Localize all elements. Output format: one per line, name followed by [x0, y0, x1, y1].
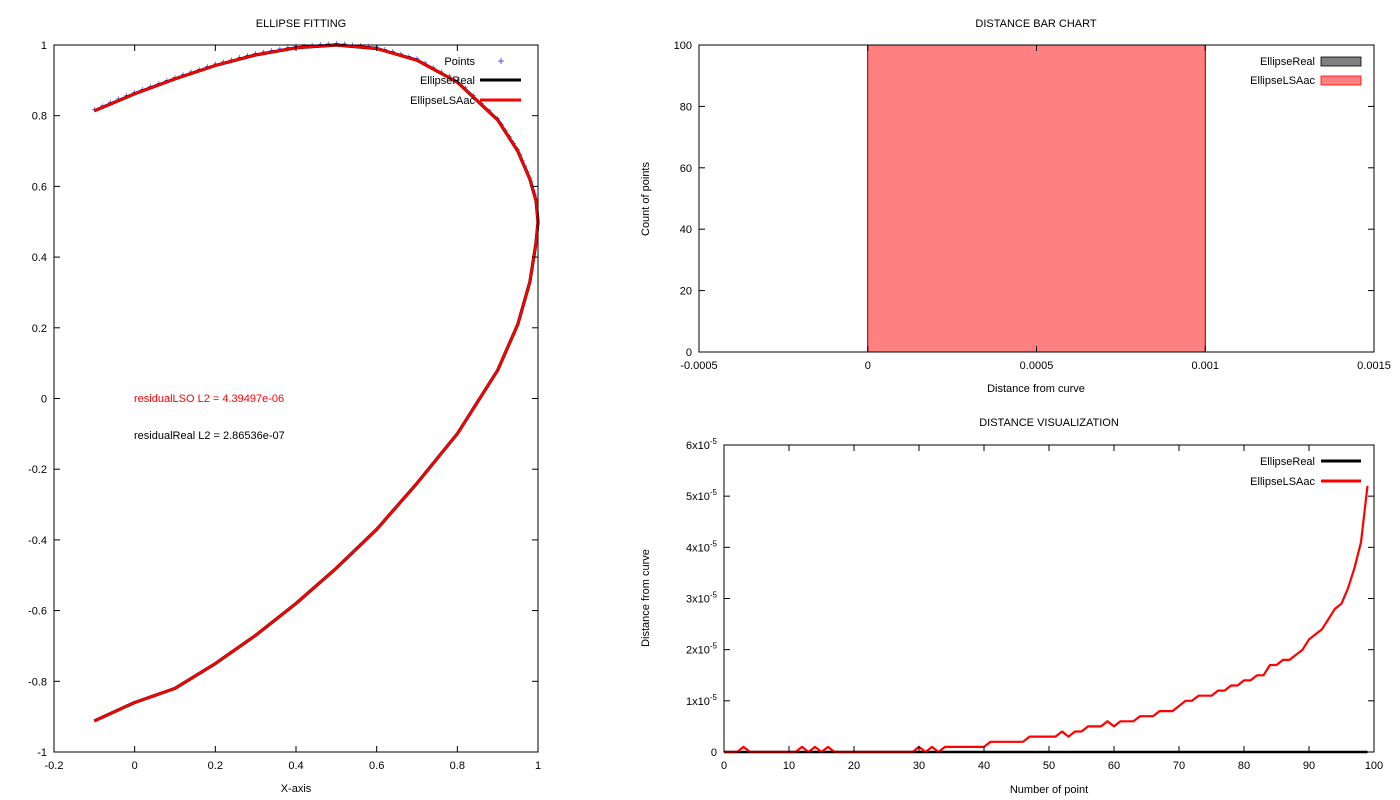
legend-label-points: Points	[444, 56, 475, 68]
plot-frame	[698, 44, 1375, 353]
ellipse-fitting-chart: ELLIPSE FITTING X-axis + + + + + + + + + + + + + + + + +…	[28, 18, 541, 795]
x-tick-label: 80	[1238, 760, 1250, 772]
y-tick-label: 100	[674, 40, 692, 52]
tick-marks: -0.2 0 0.2 0.4 0.6 0.8 1 -1 -0.8 -0.6 -0.4 -0.2 0 0.2…	[28, 40, 541, 772]
y-tick-label: -0.6	[28, 606, 47, 618]
y-tick-label: 0.4	[32, 252, 47, 264]
x-tick-label: 20	[848, 760, 860, 772]
distance-visualization-chart: DISTANCE VISUALIZATION Number of point D…	[640, 417, 1383, 796]
y-tick-label: 60	[680, 163, 692, 175]
series-line-ellipse-lsaac	[93, 43, 540, 723]
y-tick-label: -0.8	[28, 676, 47, 688]
y-tick-label: -1	[37, 747, 47, 759]
y-tick-label: 40	[680, 224, 692, 236]
x-axis-label: X-axis	[281, 783, 312, 795]
y-tick-label: 1	[41, 40, 47, 52]
x-tick-label: 50	[1043, 760, 1055, 772]
x-tick-label: 90	[1303, 760, 1315, 772]
y-tick-label: 3x10-5	[686, 591, 718, 606]
y-tick-label: 20	[680, 286, 692, 298]
legend-swatch-ellipse-lsaac	[1320, 75, 1362, 86]
x-tick-label: 0.0015	[1357, 360, 1391, 372]
legend-label-ellipse-real: EllipseReal	[1260, 456, 1315, 468]
series-line-ellipse-real	[93, 43, 540, 723]
y-tick-label: 0	[41, 394, 47, 406]
x-tick-label: 100	[1365, 760, 1383, 772]
y-tick-label: 5x10-5	[686, 488, 718, 503]
legend-label-ellipse-real: EllipseReal	[420, 75, 475, 87]
x-tick-label: 40	[978, 760, 990, 772]
legend-label-ellipse-real: EllipseReal	[1260, 56, 1315, 68]
residual-lso-annotation: residualLSO L2 = 4.39497e-06	[134, 393, 284, 405]
legend-label-ellipse-lsaac: EllipseLSAac	[1250, 476, 1315, 488]
x-tick-label: -0.2	[45, 760, 64, 772]
x-tick-label: 0	[132, 760, 138, 772]
x-tick-label: 0.8	[450, 760, 465, 772]
legend-label-ellipse-lsaac: EllipseLSAac	[410, 95, 475, 107]
y-tick-label: 0	[686, 347, 692, 359]
x-tick-label: 70	[1173, 760, 1185, 772]
x-tick-label: 0	[865, 360, 871, 372]
plot-frame	[723, 444, 1375, 753]
x-tick-label: 60	[1108, 760, 1120, 772]
plot-frame	[53, 44, 539, 753]
y-axis-label: Distance from curve	[640, 549, 652, 647]
chart-title: ELLIPSE FITTING	[256, 18, 346, 30]
y-tick-label: 0.2	[32, 323, 47, 335]
x-tick-label: 0.001	[1191, 360, 1219, 372]
chart-title: DISTANCE BAR CHART	[975, 18, 1097, 30]
y-tick-label: 6x10-5	[686, 437, 718, 452]
x-axis-label: Distance from curve	[987, 383, 1085, 395]
legend: Points + EllipseReal EllipseLSAac	[410, 54, 521, 107]
x-tick-label: 0.2	[208, 760, 223, 772]
series-lines	[724, 485, 1369, 754]
y-tick-label: 0	[711, 747, 717, 759]
y-tick-label: -0.2	[28, 464, 47, 476]
bars	[867, 44, 1206, 353]
bar-ellipselsaac	[867, 44, 1206, 353]
y-axis-label: Count of points	[640, 162, 652, 236]
x-tick-label: 30	[913, 760, 925, 772]
chart-title: DISTANCE VISUALIZATION	[979, 417, 1119, 429]
x-tick-label: 0	[721, 760, 727, 772]
distance-bar-chart: DISTANCE BAR CHART Distance from curve C…	[640, 18, 1391, 395]
legend-label-ellipse-lsaac: EllipseLSAac	[1250, 75, 1315, 87]
y-tick-label: -0.4	[28, 535, 47, 547]
legend-marker-points: +	[497, 54, 504, 68]
y-tick-label: 1x10-5	[686, 693, 718, 708]
residual-real-annotation: residualReal L2 = 2.86536e-07	[134, 430, 285, 442]
x-axis-label: Number of point	[1010, 784, 1088, 796]
series-line-ellipselsaac	[724, 485, 1369, 754]
y-tick-label: 80	[680, 101, 692, 113]
y-tick-label: 0.8	[32, 111, 47, 123]
legend: EllipseReal EllipseLSAac	[1250, 56, 1362, 87]
y-tick-label: 0.6	[32, 181, 47, 193]
x-tick-label: 0.6	[369, 760, 384, 772]
fitted-curves: + + + + + + + + + + + + + + + + + + + + + + + + + + + + + + + + + + + + + + + +…	[92, 39, 540, 723]
x-tick-label: 0.4	[288, 760, 303, 772]
legend-swatch-ellipse-real	[1320, 56, 1362, 67]
legend: EllipseReal EllipseLSAac	[1250, 456, 1361, 488]
y-tick-label: 4x10-5	[686, 539, 718, 554]
x-tick-label: 1	[535, 760, 541, 772]
x-tick-label: -0.0005	[680, 360, 717, 372]
x-tick-label: 0.0005	[1020, 360, 1054, 372]
x-tick-label: 10	[783, 760, 795, 772]
y-tick-label: 2x10-5	[686, 642, 718, 657]
